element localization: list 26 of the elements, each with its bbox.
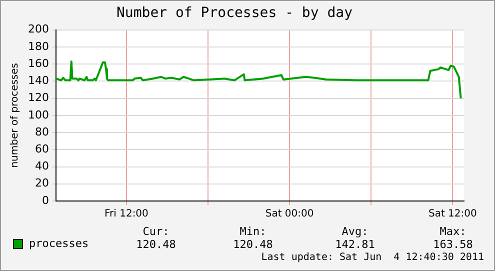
text: Last update: Sat Jun 4 12:40:30 2011 [261,252,484,263]
text: 120.48 [233,238,273,251]
x-tick-label: Sat 12:00 [428,208,477,220]
y-tick-label: 160 [28,56,49,70]
x-tick-label: Fri 12:00 [104,208,148,220]
y-axis-title: number of processes [10,62,21,168]
text: Avg: [342,225,368,238]
y-tick-label: 100 [28,108,49,122]
y-tick-label: 180 [28,40,49,53]
text: 142.81 [335,238,375,251]
chart-title: Number of Processes - by day [116,5,353,22]
text: 163.58 [433,238,473,251]
y-tick-label: 140 [28,74,49,88]
text: Max: [440,225,466,238]
y-tick-label: 20 [34,176,49,190]
text: Min: [240,225,266,238]
x-tick-label: Sat 00:00 [265,208,314,220]
legend-label: processes [29,237,89,250]
y-tick-label: 80 [34,125,49,138]
y-tick-label: 0 [42,194,49,207]
y-tick-label: 120 [28,91,49,104]
y-tick-label: 200 [28,22,49,36]
y-tick-label: 60 [34,142,49,156]
y-tick-label: 40 [34,160,49,173]
text: Cur: [142,225,170,238]
text: 120.48 [136,238,176,251]
